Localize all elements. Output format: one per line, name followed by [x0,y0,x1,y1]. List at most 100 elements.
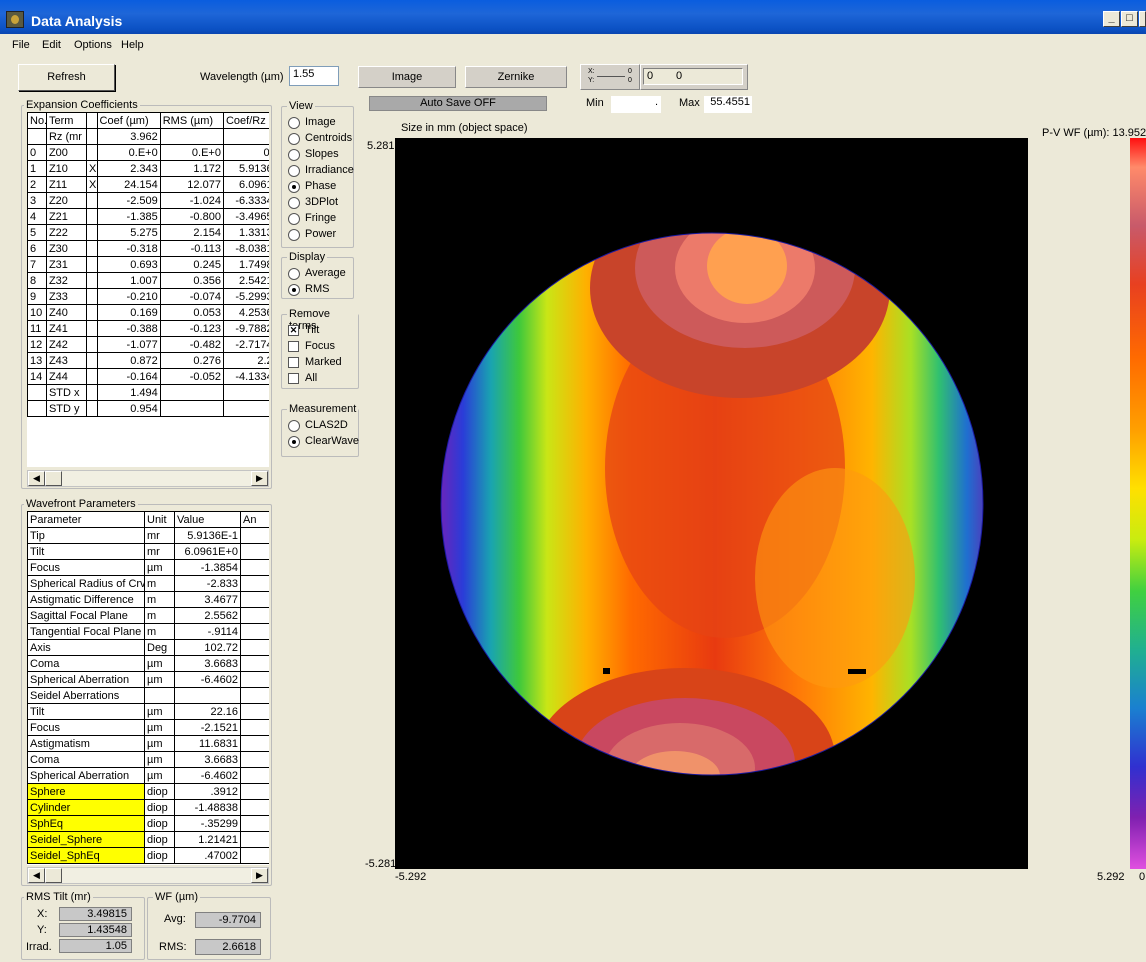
table-row[interactable]: Tilt mr 6.0961E+0 [27,543,269,560]
table-cell: 14 [27,368,47,385]
option-label[interactable]: Slopes [305,148,339,160]
option-label[interactable]: Image [305,116,336,128]
table-row[interactable]: STD x 1.494 [27,384,269,401]
table-row[interactable]: Focus µm -1.3854 [27,559,269,576]
table-row[interactable]: Cylinder diop -1.48838 [27,799,269,816]
radio-button[interactable] [288,284,300,296]
option-label[interactable]: Average [305,267,346,279]
option-label[interactable]: Irradiance [305,164,354,176]
option-label[interactable]: ClearWave [305,435,359,447]
radio-button[interactable] [288,213,300,225]
radio-button[interactable] [288,117,300,129]
table-cell: m [144,607,175,624]
scroll-thumb[interactable] [45,868,62,883]
table-row[interactable]: SphEq diop -.35299 [27,815,269,832]
table-row[interactable]: Sagittal Focal Plane m 2.5562 [27,607,269,624]
table-row[interactable]: Tilt µm 22.16 [27,703,269,720]
table-row[interactable]: Coma µm 3.6683 [27,751,269,768]
table-row[interactable]: Coma µm 3.6683 [27,655,269,672]
wavefront-phase-map[interactable] [395,138,1028,869]
table-row[interactable]: Tip mr 5.9136E-1 [27,527,269,544]
option-label[interactable]: RMS [305,283,330,295]
table-row[interactable]: Axis Deg 102.72 [27,639,269,656]
table-row[interactable]: Spherical Aberration µm -6.4602 [27,671,269,688]
option-label[interactable]: Fringe [305,212,337,224]
wavelength-input[interactable]: 1.55 [289,66,339,86]
colorbar [1130,138,1146,869]
option-label[interactable]: Focus [305,340,335,352]
option-label[interactable]: 3DPlot [305,196,339,208]
option-label[interactable]: Phase [305,180,337,192]
auto-save-button[interactable]: Auto Save OFF [369,96,547,111]
table-row[interactable]: Astigmatism µm 11.6831 [27,735,269,752]
table-cell: m [144,575,175,592]
option-label[interactable]: Power [305,228,337,240]
radio-button[interactable] [288,268,300,280]
radio-button[interactable] [288,229,300,241]
zernike-button[interactable]: Zernike [465,66,567,88]
option-label[interactable]: All [305,372,318,384]
table-row[interactable]: Seidel_SphEq diop .47002 [27,847,269,864]
table-row[interactable]: Spherical Aberration µm -6.4602 [27,767,269,784]
minimize-button[interactable]: _ [1103,11,1120,27]
table-row[interactable]: Seidel_Sphere diop 1.21421 [27,831,269,848]
table-row[interactable]: Astigmatic Difference m 3.4677 [27,591,269,608]
table-row[interactable]: Focus µm -2.1521 [27,719,269,736]
wavefront-scrollbar[interactable]: ◀ ▶ [27,867,269,884]
table-row[interactable]: Seidel Aberrations [27,687,269,704]
maximize-button[interactable]: □ [1121,11,1138,27]
menu-edit[interactable]: Edit [42,39,61,51]
radio-button[interactable] [288,436,300,448]
checkbox[interactable] [288,357,299,368]
checkbox[interactable]: ✕ [288,325,299,336]
table-row[interactable]: STD y 0.954 [27,400,269,417]
scroll-thumb[interactable] [45,471,62,486]
min-input[interactable]: . [611,96,661,113]
refresh-button[interactable]: Refresh [18,64,115,91]
scroll-right-icon[interactable]: ▶ [251,471,268,486]
menu-help[interactable]: Help [121,39,144,51]
readout-panel: 0 0 [640,64,748,90]
table-row[interactable]: Rz (mr 3.962 [27,128,269,145]
checkbox[interactable] [288,341,299,352]
table-row[interactable]: Tangential Focal Plane m -.9114 [27,623,269,640]
expansion-scrollbar[interactable]: ◀ ▶ [27,470,269,487]
scroll-right-icon[interactable]: ▶ [251,868,268,883]
radio-button[interactable] [288,165,300,177]
menu-file[interactable]: File [12,39,30,51]
radio-button[interactable] [288,420,300,432]
image-button[interactable]: Image [358,66,456,88]
option-label[interactable]: Centroids [305,132,353,144]
option-label[interactable]: Marked [305,356,342,368]
radio-button[interactable] [288,149,300,161]
checkbox[interactable] [288,373,299,384]
table-row[interactable]: Sphere diop .3912 [27,783,269,800]
scroll-left-icon[interactable]: ◀ [28,868,45,883]
radio-button[interactable] [288,197,300,209]
scroll-left-icon[interactable]: ◀ [28,471,45,486]
table-cell [86,304,98,321]
max-input[interactable]: 55.4551 [704,96,752,113]
radio-button[interactable] [288,181,300,193]
close-button[interactable] [1139,11,1146,27]
option-label[interactable]: CLAS2D [305,419,348,431]
menu-options[interactable]: Options [74,39,112,51]
radio-button[interactable] [288,133,300,145]
table-row[interactable]: Spherical Radius of Crv m -2.833 [27,575,269,592]
option-label[interactable]: Tilt [305,324,320,336]
